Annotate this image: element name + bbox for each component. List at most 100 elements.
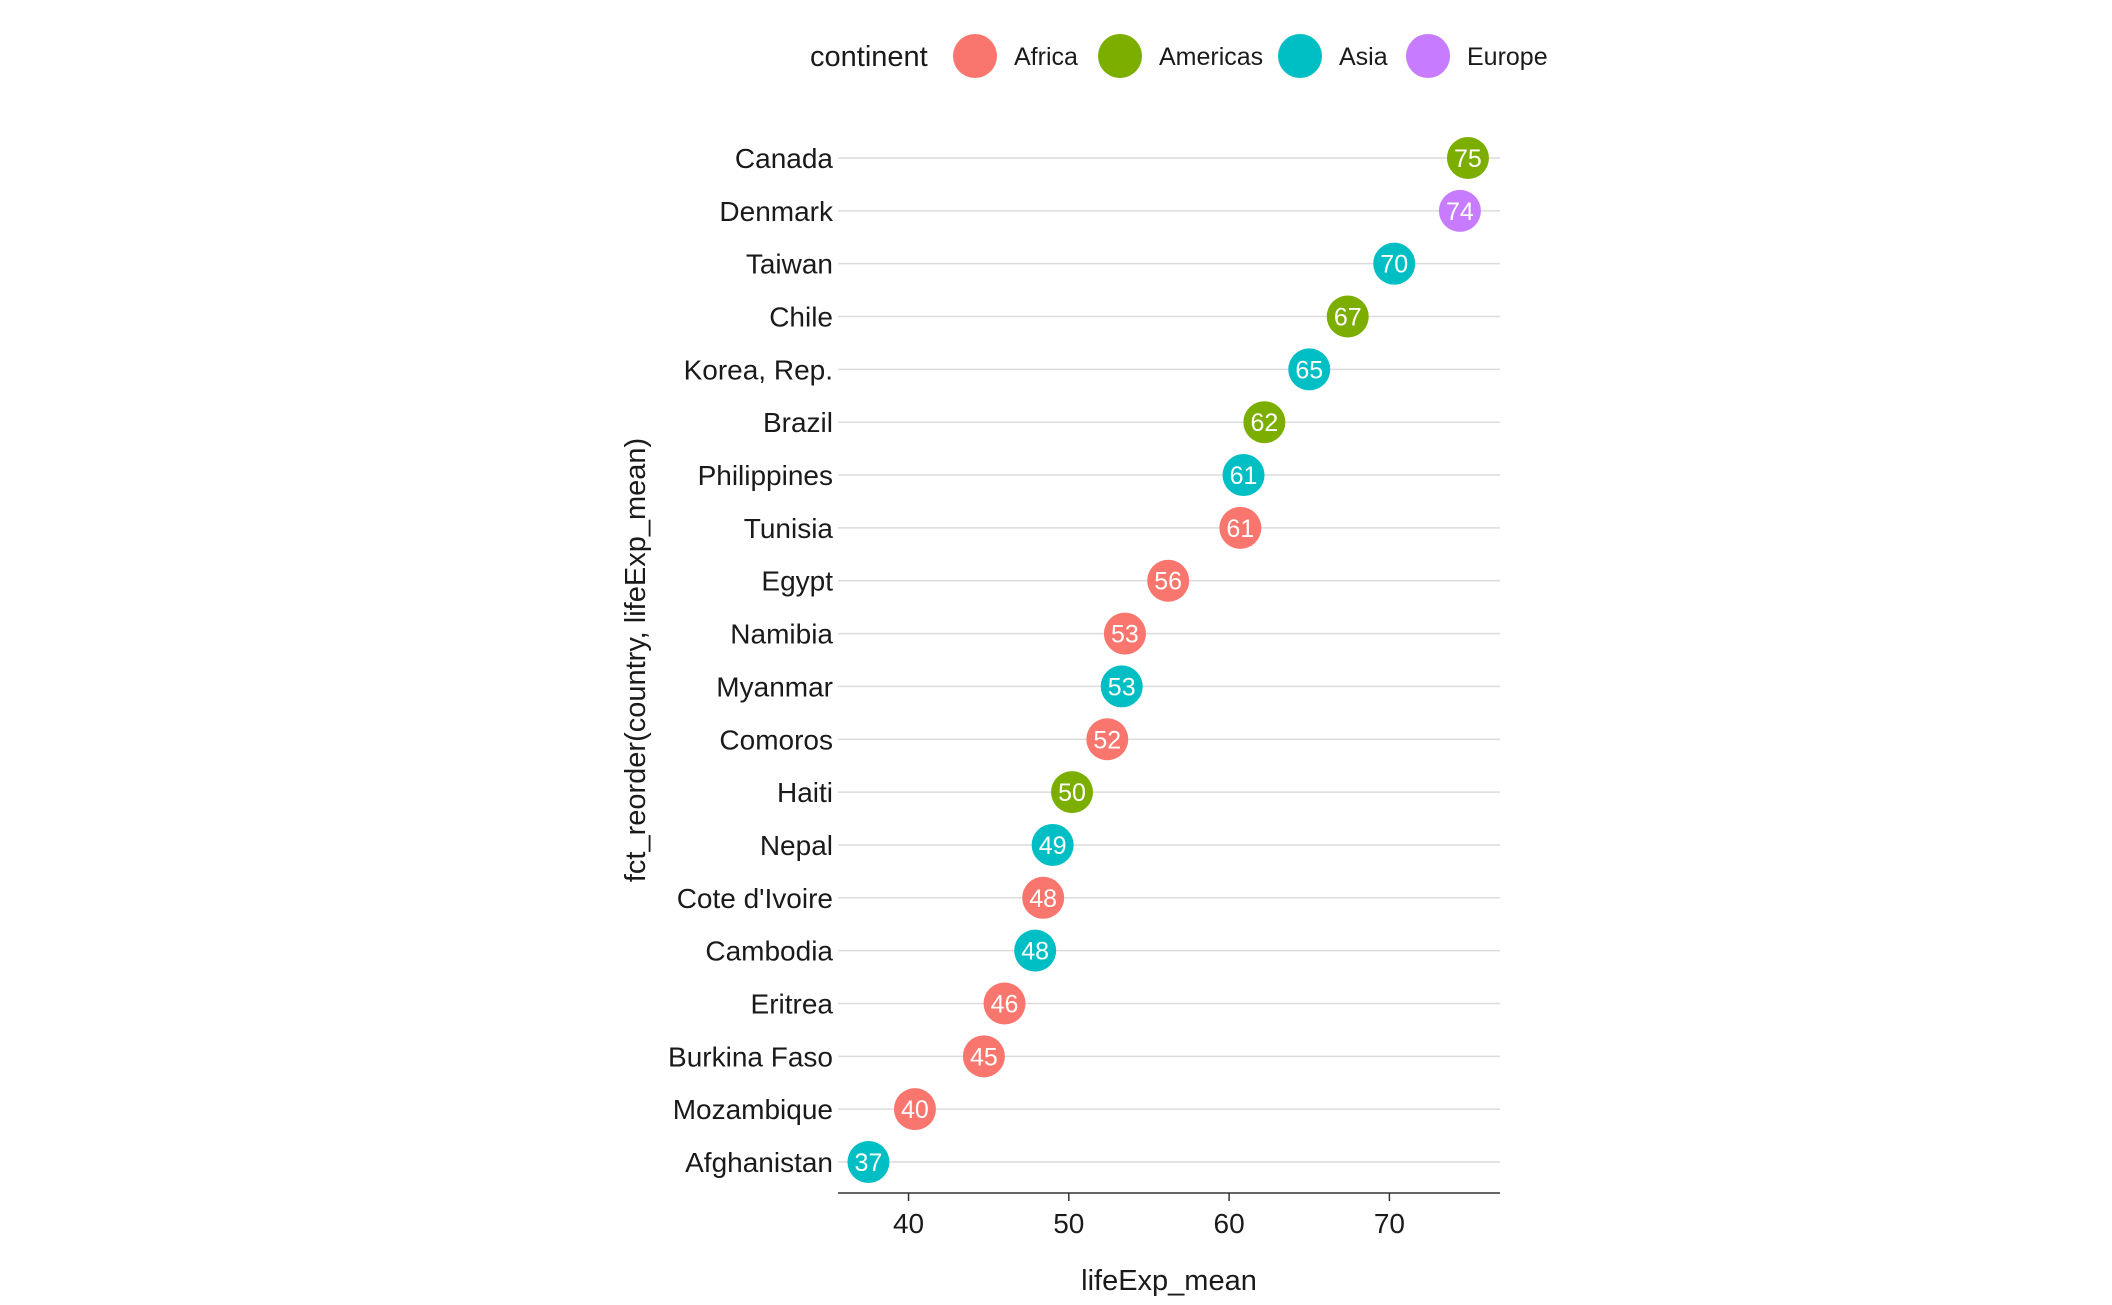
point-value-label: 70 [1380, 251, 1408, 279]
legend-item: Americas [1098, 34, 1263, 78]
point-value-label: 61 [1230, 462, 1258, 490]
data-point: 37 [847, 1141, 890, 1183]
point-value-label: 56 [1154, 568, 1182, 596]
y-tick-label: Nepal [760, 830, 833, 861]
data-point: 53 [1103, 612, 1146, 655]
point-marker [1326, 295, 1369, 338]
point-marker [893, 1088, 936, 1131]
y-axis-labels: Canada Denmark Taiwan Chile Korea, Rep. Brazi… [668, 143, 834, 1178]
point-marker [847, 1141, 890, 1183]
data-point: 61 [1219, 506, 1262, 549]
legend-item: Asia [1278, 34, 1388, 78]
legend-title: continent [810, 41, 928, 73]
point-marker [1100, 665, 1143, 708]
point-value-label: 62 [1250, 409, 1278, 437]
x-axis-title: lifeExp_mean [1081, 1265, 1257, 1297]
point-value-label: 37 [855, 1149, 883, 1177]
gridlines [838, 157, 1500, 1163]
y-axis-title: fct_reorder(country, lifeExp_mean) [620, 438, 652, 882]
legend: continent Africa Americas Asia Europe [810, 34, 1548, 78]
y-tick-label: Cote d'Ivoire [677, 883, 833, 914]
point-marker [1147, 559, 1190, 602]
legend-swatch [1278, 34, 1322, 78]
point-value-label: 74 [1446, 198, 1474, 226]
point-marker [1222, 454, 1265, 497]
data-point: 75 [1446, 137, 1489, 179]
point-value-label: 46 [991, 990, 1019, 1018]
y-tick-label: Korea, Rep. [684, 354, 833, 385]
legend-label: Asia [1339, 43, 1388, 71]
legend-swatch [1406, 34, 1450, 78]
x-tick-label: 40 [893, 1208, 924, 1239]
x-tick-label: 60 [1214, 1208, 1245, 1239]
point-marker [1446, 137, 1489, 179]
y-tick-label: Myanmar [716, 671, 833, 702]
data-point: 52 [1086, 718, 1129, 761]
point-marker [983, 982, 1026, 1025]
data-point: 46 [983, 982, 1026, 1025]
x-tick-label: 70 [1374, 1208, 1405, 1239]
y-tick-label: Egypt [761, 566, 833, 597]
point-value-label: 61 [1226, 515, 1254, 543]
y-tick-label: Taiwan [746, 249, 833, 280]
point-marker [1103, 612, 1146, 655]
point-value-label: 50 [1058, 779, 1086, 807]
y-tick-label: Cambodia [705, 936, 833, 967]
point-marker [1288, 348, 1331, 391]
legend-label: Americas [1159, 43, 1263, 71]
point-marker [1051, 771, 1094, 814]
data-point: 56 [1147, 559, 1190, 602]
data-point: 74 [1438, 189, 1481, 232]
y-tick-label: Afghanistan [685, 1147, 833, 1178]
data-point: 48 [1014, 929, 1057, 972]
y-tick-label: Denmark [719, 196, 834, 227]
data-point: 65 [1288, 348, 1331, 391]
point-value-label: 53 [1111, 621, 1139, 649]
data-point: 45 [962, 1035, 1005, 1078]
x-tick-label: 50 [1053, 1208, 1084, 1239]
point-marker [1219, 506, 1262, 549]
legend-label: Europe [1467, 43, 1548, 71]
data-point: 49 [1031, 823, 1074, 866]
point-marker [1022, 876, 1065, 919]
data-point: 67 [1326, 295, 1369, 338]
y-tick-label: Philippines [698, 460, 833, 491]
point-marker [1031, 823, 1074, 866]
point-value-label: 52 [1093, 726, 1121, 754]
y-tick-label: Comoros [719, 724, 833, 755]
y-tick-label: Namibia [730, 619, 833, 650]
legend-swatch [1098, 34, 1142, 78]
y-tick-label: Chile [769, 302, 833, 333]
data-point: 50 [1051, 771, 1094, 814]
point-marker [1243, 401, 1286, 444]
legend-item: Europe [1406, 34, 1548, 78]
y-tick-label: Eritrea [751, 988, 834, 1019]
point-value-label: 65 [1295, 356, 1323, 384]
data-point: 62 [1243, 401, 1286, 444]
y-tick-label: Canada [735, 143, 834, 174]
x-axis-ticks: 40 50 60 70 [893, 1193, 1405, 1239]
data-point: 48 [1022, 876, 1065, 919]
y-tick-label: Haiti [777, 777, 833, 808]
point-value-label: 48 [1029, 885, 1057, 913]
data-point: 61 [1222, 454, 1265, 497]
legend-label: Africa [1014, 43, 1078, 71]
point-marker [1373, 242, 1416, 285]
point-marker [1086, 718, 1129, 761]
point-value-label: 45 [970, 1043, 998, 1071]
y-tick-label: Tunisia [744, 513, 834, 544]
data-point: 70 [1373, 242, 1416, 285]
point-value-label: 67 [1334, 304, 1362, 332]
point-value-label: 49 [1039, 832, 1067, 860]
legend-swatch [953, 34, 997, 78]
legend-item: Africa [953, 34, 1078, 78]
point-value-label: 40 [901, 1096, 929, 1124]
y-tick-label: Mozambique [673, 1094, 833, 1125]
point-value-label: 53 [1108, 673, 1136, 701]
point-marker [1014, 929, 1057, 972]
y-tick-label: Brazil [763, 407, 833, 438]
y-tick-label: Burkina Faso [668, 1041, 833, 1072]
point-value-label: 48 [1021, 938, 1049, 966]
